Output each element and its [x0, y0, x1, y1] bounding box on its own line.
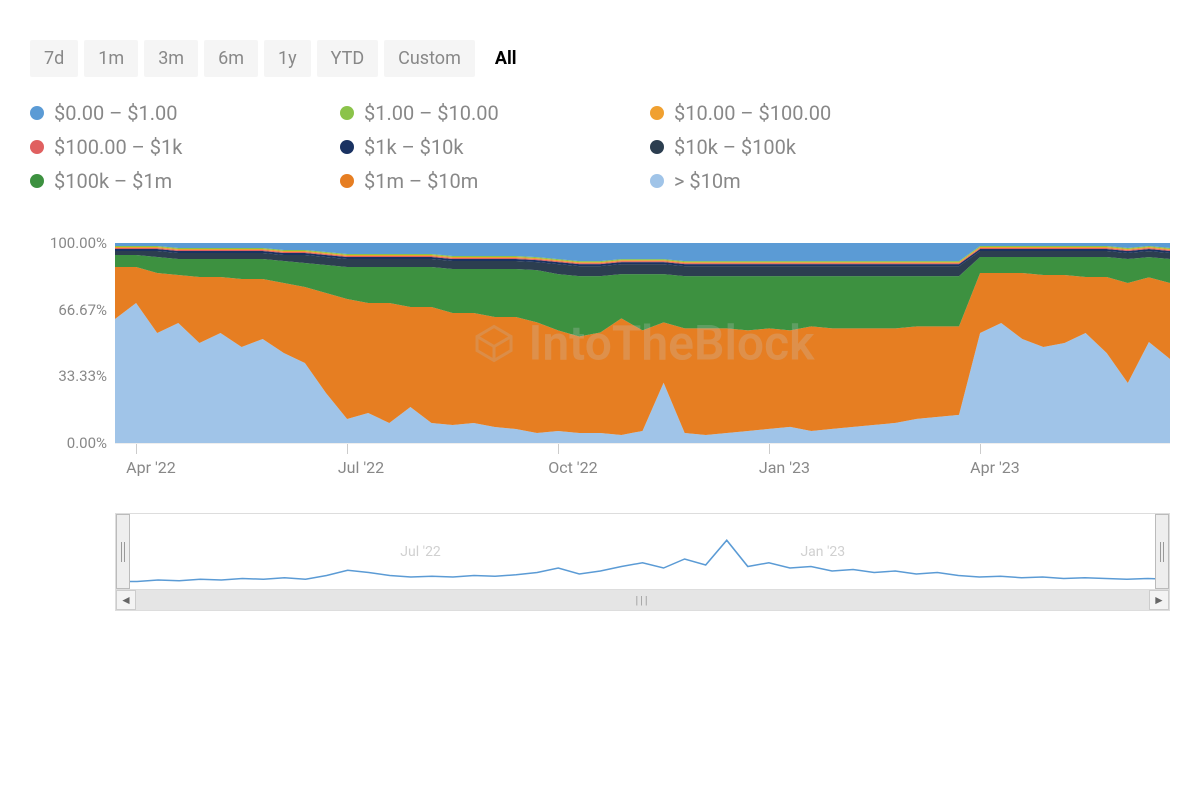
time-tab-all[interactable]: All	[481, 40, 531, 77]
time-tab-custom[interactable]: Custom	[384, 40, 475, 77]
chart-plot-area[interactable]: IntoTheBlock	[115, 243, 1170, 443]
legend-item[interactable]: $1k – $10k	[340, 135, 620, 159]
legend-item[interactable]: $10.00 – $100.00	[650, 101, 930, 125]
legend-dot	[650, 106, 664, 120]
x-tick-label: Jan '23	[759, 458, 810, 477]
x-tick-label: Jul '22	[338, 458, 384, 477]
legend-dot	[30, 140, 44, 154]
legend-label: $1m – $10m	[364, 169, 478, 193]
navigator-chart[interactable]: Jul '22Jan '23	[116, 514, 1169, 590]
legend-label: $100.00 – $1k	[54, 135, 182, 159]
time-tab-6m[interactable]: 6m	[204, 40, 258, 77]
time-tab-7d[interactable]: 7d	[30, 40, 78, 77]
legend-dot	[340, 174, 354, 188]
navigator-handle-right[interactable]	[1155, 514, 1169, 589]
legend-item[interactable]: $100.00 – $1k	[30, 135, 310, 159]
time-tab-ytd[interactable]: YTD	[317, 40, 379, 77]
x-tick-label: Apr '23	[970, 458, 1020, 477]
y-tick-label: 33.33%	[58, 367, 107, 385]
legend-dot	[30, 174, 44, 188]
legend-label: $100k – $1m	[54, 169, 172, 193]
legend-item[interactable]: $1.00 – $10.00	[340, 101, 620, 125]
scroll-left-button[interactable]: ◄	[116, 590, 136, 610]
legend-label: $1k – $10k	[364, 135, 464, 159]
legend-item[interactable]: $1m – $10m	[340, 169, 620, 193]
legend-dot	[650, 174, 664, 188]
scroll-right-button[interactable]: ►	[1149, 590, 1169, 610]
legend-item[interactable]: $10k – $100k	[650, 135, 930, 159]
stacked-area-svg	[115, 243, 1170, 443]
legend-dot	[650, 140, 664, 154]
time-tab-1m[interactable]: 1m	[84, 40, 138, 77]
x-tick-label: Oct '22	[548, 458, 597, 477]
navigator-scrollbar: ◄ ||| ►	[116, 590, 1169, 610]
navigator-line	[116, 540, 1169, 581]
legend-dot	[30, 106, 44, 120]
legend: $0.00 – $1.00 $1.00 – $10.00 $10.00 – $100…	[30, 101, 930, 193]
navigator: Jul '22Jan '23 ◄ ||| ►	[115, 513, 1170, 611]
legend-item[interactable]: $0.00 – $1.00	[30, 101, 310, 125]
legend-label: > $10m	[674, 169, 741, 193]
time-range-tabs: 7d1m3m6m1yYTDCustomAll	[30, 40, 1170, 77]
legend-label: $1.00 – $10.00	[364, 101, 499, 125]
scroll-track[interactable]: |||	[136, 590, 1149, 610]
navigator-line-svg	[116, 514, 1169, 589]
legend-dot	[340, 106, 354, 120]
legend-label: $0.00 – $1.00	[54, 101, 178, 125]
legend-label: $10.00 – $100.00	[674, 101, 831, 125]
navigator-handle-left[interactable]	[116, 514, 130, 589]
x-axis: Apr '22 Jul '22 Oct '22 Jan '23 Apr '23	[115, 443, 1170, 483]
main-chart: 0.00%33.33%66.67%100.00% IntoTheBlock Ap…	[30, 243, 1170, 483]
y-tick-label: 100.00%	[50, 234, 107, 252]
y-tick-label: 0.00%	[67, 434, 107, 452]
x-tick-label: Apr '22	[126, 458, 176, 477]
y-tick-label: 66.67%	[58, 301, 107, 319]
time-tab-3m[interactable]: 3m	[144, 40, 198, 77]
time-tab-1y[interactable]: 1y	[264, 40, 311, 77]
legend-item[interactable]: $100k – $1m	[30, 169, 310, 193]
y-axis: 0.00%33.33%66.67%100.00%	[30, 243, 115, 443]
legend-label: $10k – $100k	[674, 135, 796, 159]
legend-dot	[340, 140, 354, 154]
legend-item[interactable]: > $10m	[650, 169, 930, 193]
